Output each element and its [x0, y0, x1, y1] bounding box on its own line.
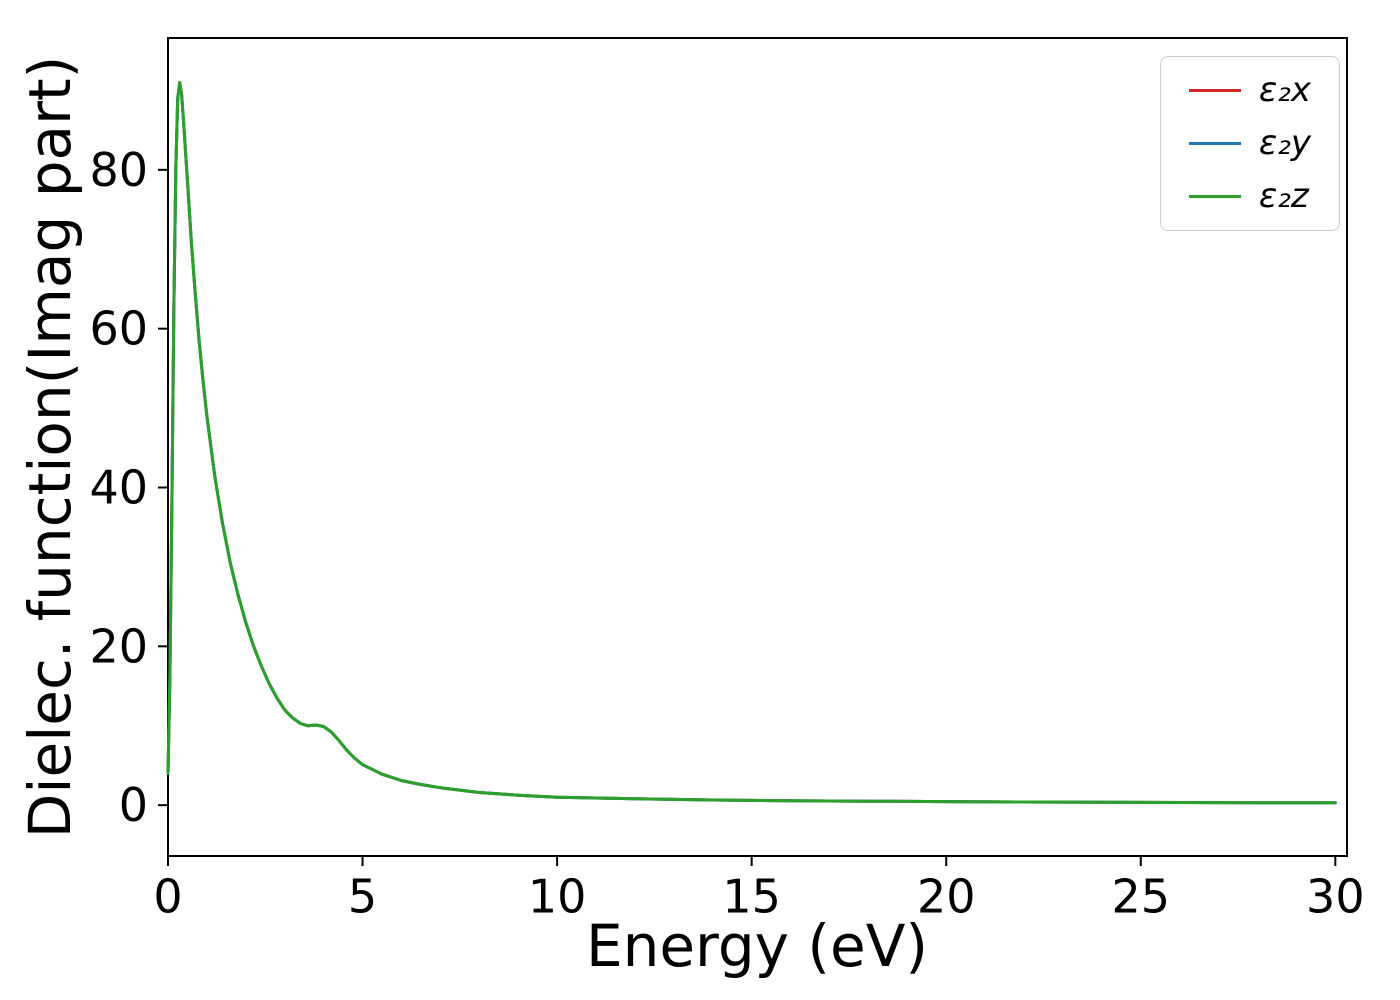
legend-label-eps2y: ε₂y	[1258, 123, 1311, 164]
x-tick-label: 20	[917, 869, 976, 923]
series-lines	[166, 81, 1337, 805]
legend-item-eps2x: ε₂x	[1188, 70, 1311, 110]
y-tick-label: 0	[119, 778, 148, 832]
y-tick-label: 60	[89, 302, 148, 356]
x-tick-label: 5	[348, 869, 377, 923]
x-tick-label: 0	[153, 869, 182, 923]
series-line-eps2z	[166, 81, 1337, 805]
legend-label-eps2z: ε₂z	[1258, 176, 1309, 217]
legend-label-eps2x: ε₂x	[1258, 70, 1311, 110]
legend-line-swatch-eps2z	[1188, 195, 1241, 199]
x-tick-label: 15	[722, 869, 781, 923]
legend-item-eps2y: ε₂y	[1188, 123, 1311, 164]
x-tick-label: 25	[1111, 869, 1170, 923]
legend-item-eps2z: ε₂z	[1188, 176, 1311, 217]
y-axis-label: Dielec. function(Imag part)	[16, 56, 84, 839]
y-tick-label: 20	[89, 619, 148, 673]
x-axis-ticks: 0 5 10 15 20 25 30	[153, 856, 1365, 923]
x-tick-label: 10	[528, 869, 587, 923]
legend-line-swatch-eps2y	[1188, 142, 1241, 146]
y-axis-ticks: 0 20 40 60 80	[89, 143, 168, 832]
x-tick-label: 30	[1306, 869, 1365, 923]
y-tick-label: 40	[89, 461, 148, 515]
plot-area-border	[167, 37, 1348, 857]
y-tick-label: 80	[89, 143, 148, 197]
legend-line-swatch-eps2x	[1188, 89, 1241, 93]
x-axis-label: Energy (eV)	[586, 912, 928, 980]
legend: ε₂x ε₂y ε₂z	[1159, 56, 1340, 232]
